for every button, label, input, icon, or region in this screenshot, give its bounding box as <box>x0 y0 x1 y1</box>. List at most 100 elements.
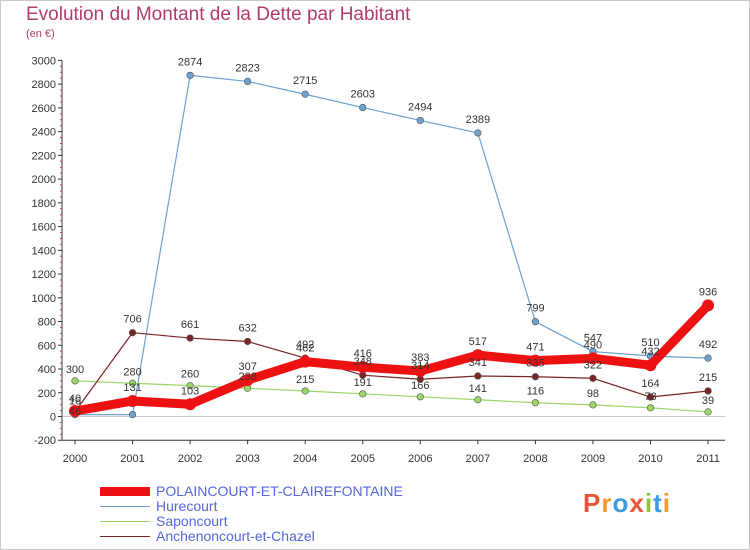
data-label: 39 <box>702 395 714 407</box>
data-label: 2874 <box>178 56 202 68</box>
data-point <box>474 396 482 404</box>
y-tick-label: 400 <box>38 364 56 376</box>
logo-letter: r <box>601 488 613 518</box>
data-label: 632 <box>238 322 256 334</box>
data-point <box>359 103 367 112</box>
y-tick-label: 800 <box>38 317 56 329</box>
series-line-2 <box>74 380 709 413</box>
data-label: 16 <box>69 396 81 408</box>
data-label: 2389 <box>466 114 490 126</box>
data-label: 936 <box>699 286 717 298</box>
data-point <box>128 379 137 387</box>
x-tick-label: 2001 <box>120 453 144 465</box>
data-point <box>356 361 369 374</box>
x-tick-label: 2009 <box>581 453 605 465</box>
data-point <box>186 71 194 79</box>
data-label: 131 <box>123 382 141 394</box>
data-label: 432 <box>641 346 659 358</box>
data-point <box>586 352 599 365</box>
data-label: 141 <box>469 383 487 395</box>
data-point <box>531 399 540 407</box>
data-point <box>244 77 252 86</box>
chart-subtitle: (en €) <box>26 28 55 40</box>
series-group <box>69 71 715 419</box>
data-point <box>471 349 484 362</box>
data-point <box>414 365 427 378</box>
series-line-0 <box>70 300 713 416</box>
logo-letter: x <box>629 488 645 518</box>
proxiti-logo: Proxiti <box>583 488 671 519</box>
data-label: 341 <box>469 357 487 369</box>
data-label: 98 <box>587 388 599 400</box>
data-label: 46 <box>69 406 81 418</box>
data-point <box>359 390 367 398</box>
y-tick-label: 2200 <box>32 150 56 162</box>
data-label: 348 <box>354 356 372 368</box>
data-point <box>646 393 655 401</box>
logo-letter: t <box>653 488 663 518</box>
legend-swatch <box>100 487 150 496</box>
data-label: 164 <box>641 378 659 390</box>
data-label: 661 <box>181 319 199 331</box>
logo-letter: o <box>612 488 630 518</box>
data-label: 335 <box>526 358 544 370</box>
data-point <box>299 355 312 368</box>
logo-letter: i <box>662 488 671 518</box>
y-tick-label: -200 <box>34 435 56 447</box>
data-point <box>184 398 197 411</box>
data-label: 300 <box>66 364 84 376</box>
data-point <box>646 404 655 412</box>
data-label: 2494 <box>408 101 432 113</box>
y-tick-label: 600 <box>38 340 56 352</box>
x-tick-label: 2010 <box>638 453 662 465</box>
data-point <box>474 372 482 380</box>
data-point <box>416 116 424 125</box>
data-point <box>128 411 137 419</box>
data-labels: 46 131 103 307 462 416 383 517 471 490 432 936 16 287… <box>66 56 717 418</box>
data-label: 166 <box>411 380 429 392</box>
y-tick-label: 1400 <box>32 245 56 257</box>
data-point <box>531 318 540 326</box>
data-label: 492 <box>296 339 314 351</box>
legend-label: Saponcourt <box>156 513 228 529</box>
x-tick-label: 2006 <box>408 453 432 465</box>
data-label: 2603 <box>351 89 375 101</box>
data-label: 314 <box>411 360 429 372</box>
x-tick-label: 2004 <box>293 453 317 465</box>
data-label: 471 <box>526 342 544 354</box>
series-line-1 <box>74 74 709 416</box>
x-tick-label: 2008 <box>523 453 547 465</box>
data-label: 517 <box>469 336 487 348</box>
data-label: 490 <box>584 339 602 351</box>
y-tick-label: 3000 <box>32 55 56 67</box>
axes: -200 0 200 400 600 800 1000 1200 1400 1600 1800 200… <box>32 55 725 465</box>
y-tick-label: 2800 <box>32 79 56 91</box>
data-label: 238 <box>238 371 256 383</box>
data-label: 547 <box>584 333 602 345</box>
y-tick-label: 2600 <box>32 103 56 115</box>
data-point <box>241 374 254 387</box>
data-point <box>244 337 252 346</box>
series-line-3 <box>74 332 709 413</box>
legend-label: Hurecourt <box>156 498 218 514</box>
data-point <box>128 329 137 337</box>
data-point <box>69 405 81 418</box>
y-tick-label: 0 <box>50 412 56 424</box>
data-label: 462 <box>296 343 314 355</box>
legend-swatch <box>100 536 150 537</box>
data-label: 280 <box>123 366 141 378</box>
y-tick-label: 2400 <box>32 127 56 139</box>
data-point <box>644 359 657 372</box>
data-point <box>702 299 715 312</box>
legend-swatch <box>100 506 150 507</box>
legend-swatch <box>100 521 150 522</box>
data-point <box>704 408 712 416</box>
legend-label: POLAINCOURT-ET-CLAIREFONTAINE <box>156 483 403 499</box>
x-tick-label: 2002 <box>178 453 202 465</box>
x-tick-label: 2003 <box>235 453 259 465</box>
y-tick-label: 1200 <box>32 269 56 281</box>
data-point <box>474 129 482 137</box>
data-label: 2823 <box>235 62 259 74</box>
data-label: 73 <box>644 391 656 403</box>
logo-letter: P <box>583 488 602 518</box>
